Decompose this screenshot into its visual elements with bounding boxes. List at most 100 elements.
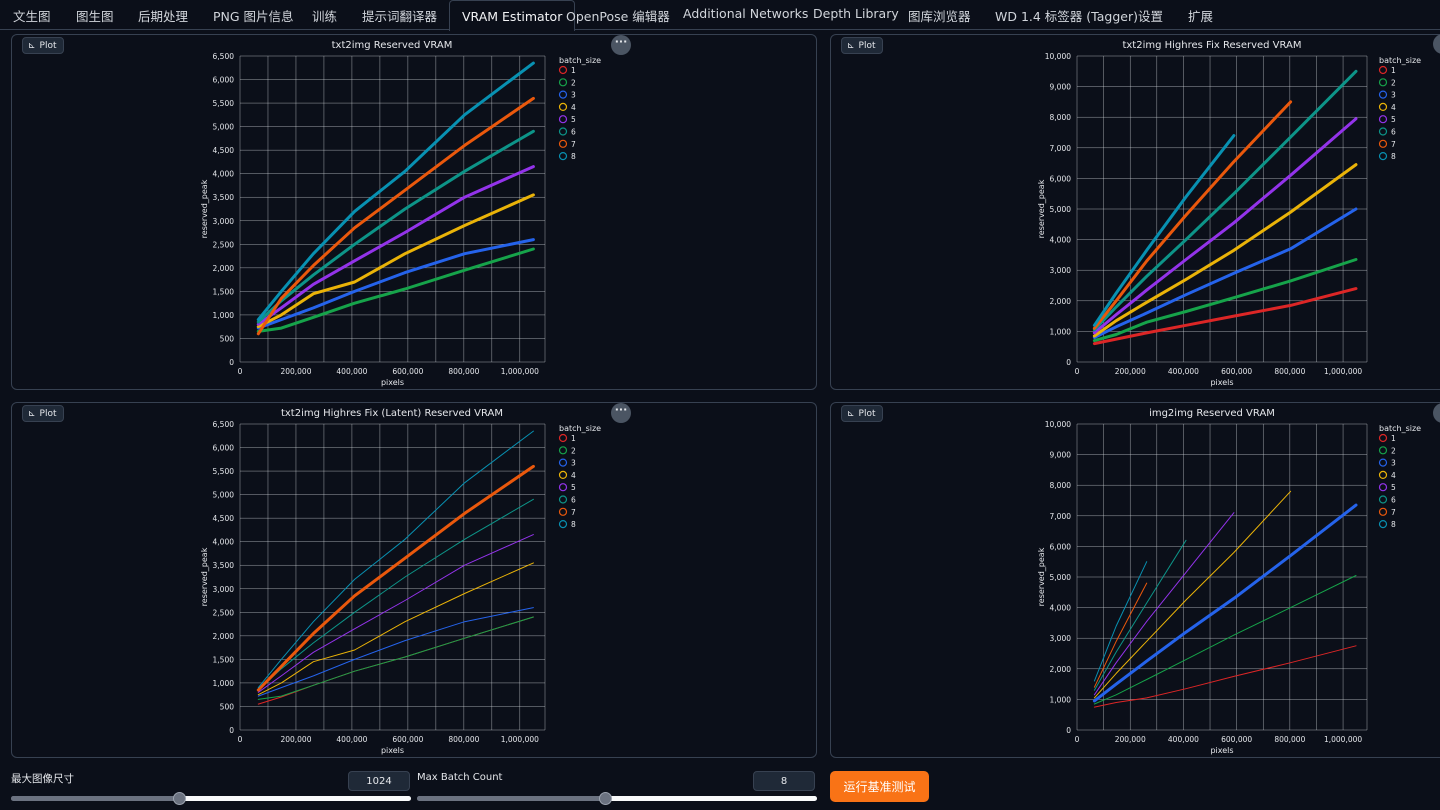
y-tick-label: 6,000	[1050, 174, 1072, 183]
legend-swatch-6	[558, 127, 568, 136]
y-tick-label: 0	[229, 726, 234, 735]
y-tick-label: 5,000	[213, 491, 235, 500]
x-tick-label: 0	[1075, 735, 1080, 744]
x-tick-label: 0	[1075, 367, 1080, 376]
tab-wd14-tagger[interactable]: WD 1.4 标签器 (Tagger)	[995, 9, 1138, 24]
legend-swatch-1	[1378, 65, 1388, 75]
x-tick-label: 600,000	[1221, 367, 1252, 376]
series-line-8	[257, 430, 534, 689]
legend-title: batch_size	[1379, 56, 1421, 65]
legend-swatch-5	[1378, 483, 1388, 492]
more-options-button[interactable]: ···	[611, 403, 631, 423]
legend-label-8: 8	[571, 152, 576, 161]
legend-title: batch_size	[559, 56, 601, 65]
tab-extensions[interactable]: 扩展	[1188, 9, 1214, 24]
plot-panel-highres-fix: ⊾ Plot txt2img Highres Fix Reserved VRAM 0…	[830, 34, 1440, 390]
legend-label-5: 5	[571, 115, 576, 124]
slider-fill	[11, 796, 179, 801]
y-tick-label: 9,000	[1050, 83, 1072, 92]
legend-swatch-2	[558, 446, 568, 455]
legend-label-3: 3	[571, 459, 576, 468]
x-tick-label: 800,000	[1274, 367, 1305, 376]
legend-swatch-7	[1378, 507, 1388, 516]
img2img-vram-chart: img2img Reserved VRAM 0 200,000 400,000 600,…	[1037, 408, 1421, 755]
tab-image-browser[interactable]: 图库浏览器	[908, 9, 971, 24]
plot-panel-highres-fix-latent: ⊾ Plot ··· txt2img Highres Fix (Latent) R…	[11, 402, 817, 758]
y-tick-label: 0	[1066, 726, 1071, 735]
tab-img2img[interactable]: 图生图	[76, 9, 114, 24]
legend-label-6: 6	[571, 128, 576, 137]
max-batch-count-input[interactable]: 8	[753, 771, 815, 791]
legend-label-8: 8	[1391, 152, 1396, 161]
chart-icon: ⊾	[847, 40, 855, 51]
y-tick-label: 2,500	[213, 240, 235, 249]
legend-swatch-5	[1378, 115, 1388, 124]
series-line-7	[256, 96, 535, 336]
series-line-2	[1093, 575, 1357, 705]
more-options-button[interactable]: ···	[611, 35, 631, 55]
legend-label-7: 7	[1391, 140, 1396, 149]
legend-label-3: 3	[1391, 459, 1396, 468]
tab-bar: 文生图 图生图 后期处理 PNG 图片信息 训练 提示词翻译器 VRAM Est…	[0, 0, 1440, 31]
series-line-2	[256, 247, 535, 333]
tab-openpose-editor[interactable]: OpenPose 编辑器	[566, 9, 670, 24]
legend-label-7: 7	[571, 140, 576, 149]
y-tick-label: 7,000	[1050, 144, 1072, 153]
y-tick-label: 500	[220, 334, 235, 343]
tab-prompt-translator[interactable]: 提示词翻译器	[362, 9, 438, 24]
legend-swatch-3	[558, 458, 568, 467]
x-axis-label: pixels	[1210, 746, 1233, 755]
txt2img-vram-chart: txt2img Reserved VRAM 0 200,000 400,000 600,…	[200, 40, 601, 387]
max-image-size-slider[interactable]	[11, 792, 411, 805]
y-tick-label: 4,000	[1050, 236, 1072, 245]
tab-train[interactable]: 训练	[312, 9, 338, 24]
tab-vram-estimator[interactable]: VRAM Estimator	[449, 0, 576, 31]
y-tick-label: 9,000	[1050, 451, 1072, 460]
x-tick-label: 800,000	[448, 735, 479, 744]
plot-label: ⊾ Plot	[22, 37, 64, 54]
slider-thumb[interactable]	[173, 792, 186, 805]
y-tick-label: 6,000	[213, 76, 235, 85]
legend-swatch-3	[1378, 458, 1388, 467]
y-tick-label: 3,000	[213, 585, 235, 594]
legend-swatch-8	[1378, 151, 1388, 161]
legend-label-2: 2	[1391, 446, 1396, 455]
series-line-6	[1093, 539, 1187, 691]
tab-extras[interactable]: 后期处理	[138, 9, 189, 24]
slider-thumb[interactable]	[599, 792, 612, 805]
series-line-8	[1092, 134, 1236, 327]
tab-settings[interactable]: 设置	[1138, 9, 1164, 24]
plot-panel-txt2img: ⊾ Plot ··· txt2img Reserved VRAM 0 200,000 4…	[11, 34, 817, 390]
tab-png-info[interactable]: PNG 图片信息	[213, 9, 294, 24]
series-line-6	[1092, 69, 1358, 332]
more-options-button-partial[interactable]	[1433, 403, 1440, 423]
series-line-2	[257, 616, 534, 700]
legend-swatch-1	[558, 65, 568, 75]
x-tick-label: 0	[238, 735, 243, 744]
max-image-size-label: 最大图像尺寸	[11, 773, 74, 785]
legend-label-5: 5	[1391, 483, 1396, 492]
legend-swatch-7	[558, 139, 568, 148]
y-tick-label: 6,500	[213, 52, 235, 61]
max-batch-count-slider[interactable]	[417, 792, 817, 805]
tab-additional-networks[interactable]: Additional Networks	[683, 6, 809, 21]
series-line-3	[1092, 503, 1358, 703]
max-image-size-input[interactable]: 1024	[348, 771, 410, 791]
y-tick-label: 4,000	[213, 170, 235, 179]
chart-title: txt2img Reserved VRAM	[332, 40, 453, 51]
legend-label-4: 4	[1391, 103, 1396, 112]
tab-depth-library[interactable]: Depth Library	[813, 6, 899, 21]
x-tick-label: 200,000	[280, 735, 311, 744]
y-tick-label: 1,500	[213, 655, 235, 664]
legend-label-2: 2	[571, 78, 576, 87]
tab-txt2img[interactable]: 文生图	[13, 9, 51, 24]
legend-label-7: 7	[571, 508, 576, 517]
legend-swatch-4	[1378, 470, 1388, 480]
more-options-button-partial[interactable]	[1433, 34, 1440, 54]
y-tick-label: 1,000	[213, 311, 235, 320]
series-line-3	[256, 238, 535, 330]
legend-swatch-8	[1378, 519, 1388, 529]
x-axis-label: pixels	[1210, 378, 1233, 387]
run-benchmark-button[interactable]: 运行基准测试	[830, 771, 929, 802]
legend-swatch-2	[558, 78, 568, 87]
